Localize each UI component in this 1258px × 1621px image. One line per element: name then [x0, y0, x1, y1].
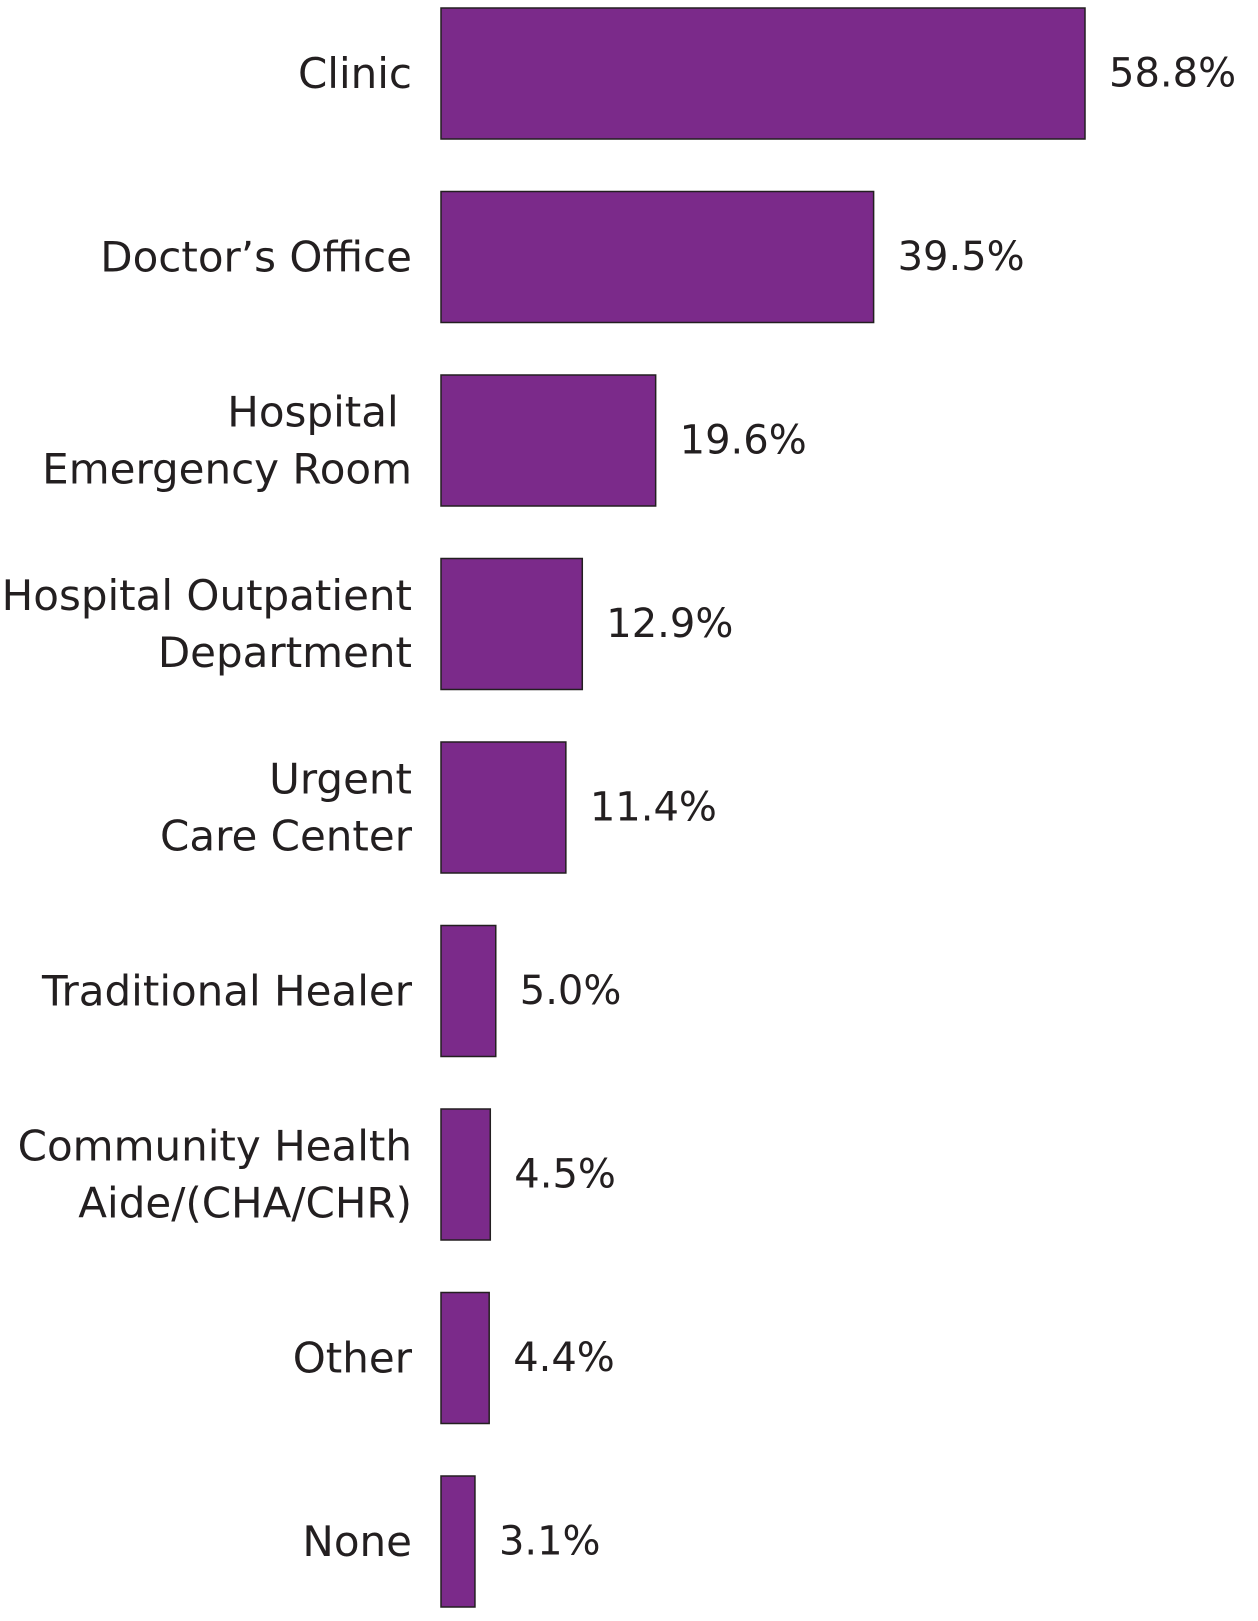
category-label-line: Emergency Room	[42, 445, 412, 494]
category-label-1: Doctor’s Office	[100, 233, 412, 282]
category-label-6: Community Health Aide/(CHA/CHR)	[18, 1122, 412, 1228]
bar-4	[440, 741, 567, 874]
bar-2	[440, 374, 657, 507]
category-label-line: Clinic	[298, 49, 412, 98]
category-label-line: Hospital	[227, 388, 412, 437]
category-label-3: Hospital Outpatient Department	[2, 571, 412, 677]
value-label-5: 5.0%	[520, 968, 622, 1014]
category-label-line: Hospital Outpatient	[2, 571, 412, 620]
value-label-4: 11.4%	[590, 785, 717, 831]
value-label-6: 4.5%	[514, 1152, 616, 1198]
bar-3	[440, 557, 584, 691]
value-label-7: 4.4%	[513, 1335, 615, 1381]
category-label-line: Aide/(CHA/CHR)	[78, 1179, 412, 1228]
category-label-4: Urgent Care Center	[160, 755, 413, 861]
category-label-line: None	[302, 1517, 412, 1566]
category-label-8: None	[302, 1517, 412, 1566]
category-label-line: Department	[158, 628, 412, 677]
category-label-7: Other	[293, 1334, 413, 1383]
category-label-line: Doctor’s Office	[100, 233, 412, 282]
bar-7	[440, 1291, 490, 1425]
value-labels-layer: 58.8% 39.5% 19.6% 12.9% 11.4% 5.0% 4.5% 4.4% 3.1…	[499, 51, 1236, 1565]
bars-layer	[440, 7, 1086, 1608]
category-label-line: Urgent	[269, 755, 412, 804]
bar-0	[440, 7, 1086, 140]
bar-8	[440, 1475, 476, 1608]
category-label-line: Community Health	[18, 1122, 412, 1171]
value-label-8: 3.1%	[499, 1519, 601, 1565]
value-label-0: 58.8%	[1109, 51, 1236, 97]
category-label-5: Traditional Healer	[41, 967, 413, 1016]
category-label-2: Hospital Emergency Room	[42, 388, 412, 494]
category-label-line: Care Center	[160, 812, 413, 861]
bar-1	[440, 190, 875, 324]
bar-5	[440, 924, 497, 1058]
bar-6	[440, 1108, 492, 1241]
value-label-1: 39.5%	[898, 234, 1025, 280]
value-label-2: 19.6%	[680, 418, 807, 464]
category-label-line: Other	[293, 1334, 413, 1383]
category-label-line: Traditional Healer	[41, 967, 413, 1016]
value-label-3: 12.9%	[606, 601, 733, 647]
category-label-0: Clinic	[298, 49, 412, 98]
category-labels-layer: Clinic Doctor’s Office Hospital Emergency …	[2, 49, 413, 1566]
